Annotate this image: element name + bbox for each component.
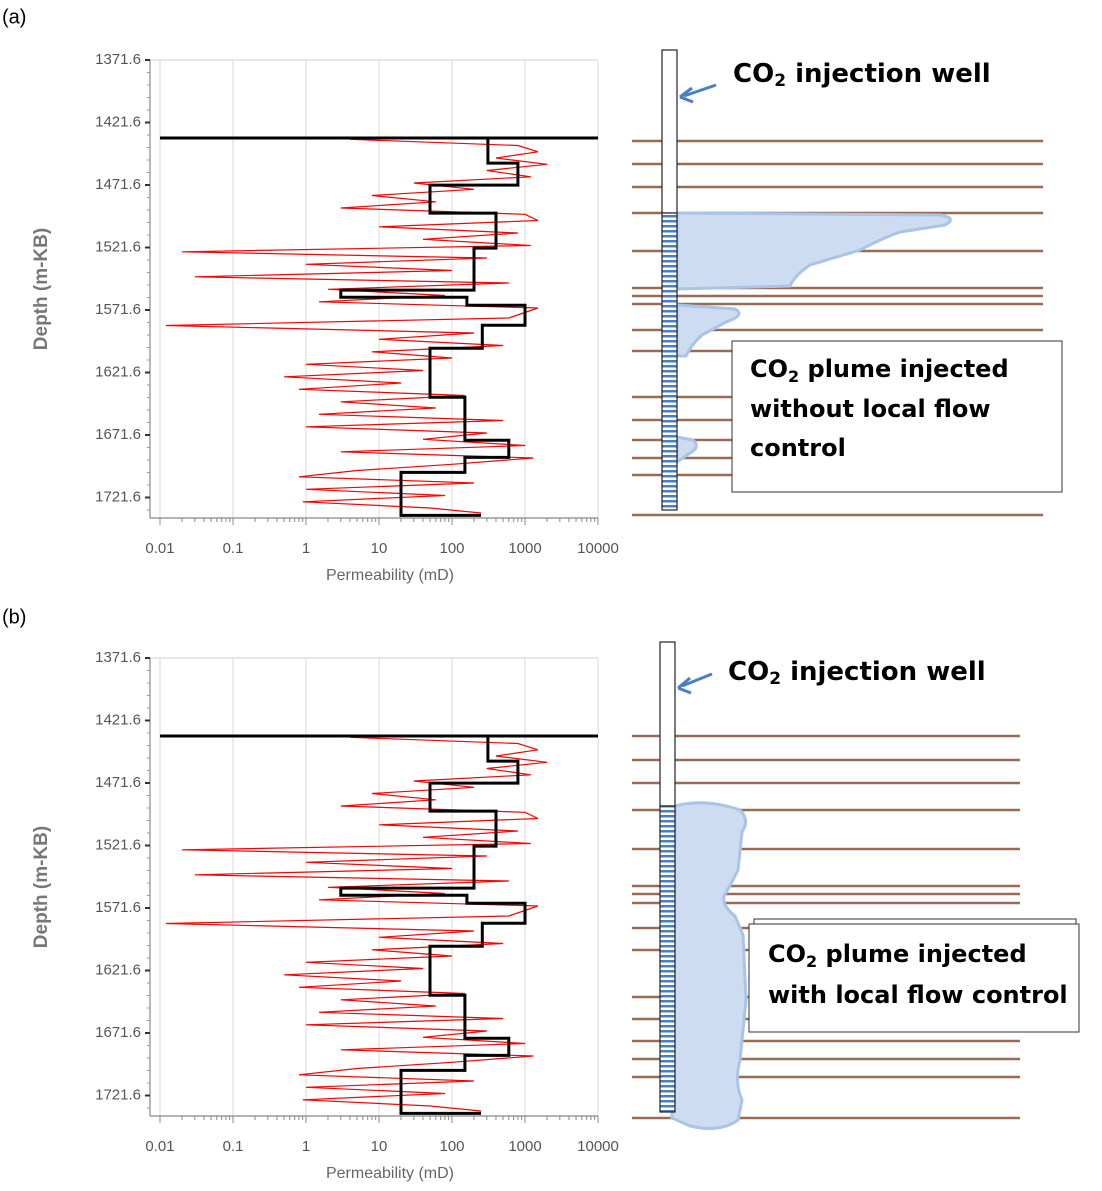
- arrow-head: [679, 86, 694, 104]
- x-tick-label: 10: [371, 540, 388, 557]
- x-axis-label: Permeability (mD): [326, 1165, 454, 1182]
- x-tick-label: 10000: [577, 540, 619, 557]
- x-tick-label: 100: [439, 1138, 464, 1155]
- x-tick-label: 0.1: [223, 1138, 244, 1155]
- plume: [675, 211, 952, 291]
- plume-label: with local flow control: [768, 981, 1068, 1009]
- plume: [675, 435, 698, 465]
- y-tick-label: 1521.6: [95, 238, 141, 255]
- x-axis-label: Permeability (mD): [326, 567, 454, 584]
- well: [661, 49, 678, 214]
- y-tick-label: 1571.6: [95, 899, 141, 916]
- x-tick-label: 10000: [577, 1138, 619, 1155]
- y-tick-label: 1621.6: [95, 363, 141, 380]
- well: [659, 641, 676, 807]
- x-tick-label: 1: [302, 540, 310, 557]
- well-perforated: [659, 805, 676, 1113]
- plume: [670, 801, 748, 1130]
- y-axis-label: Depth (m-KB): [31, 826, 52, 948]
- y-tick-label: 1671.6: [95, 426, 141, 443]
- y-tick-label: 1471.6: [95, 176, 141, 193]
- x-tick-label: 1000: [508, 1138, 541, 1155]
- x-tick-label: 0.01: [145, 540, 174, 557]
- x-tick-label: 10: [371, 1138, 388, 1155]
- x-tick-label: 1000: [508, 540, 541, 557]
- diagram-a: CO2 injection well CO2 plume injected wi…: [632, 49, 1063, 517]
- diagram-b: CO2 injection well CO2 plume injected wi…: [632, 641, 1080, 1130]
- x-tick-label: 100: [439, 540, 464, 557]
- y-axis-label: Depth (m-KB): [31, 228, 52, 350]
- x-tick-label: 1: [302, 1138, 310, 1155]
- plume-label: CO2 plume injected: [750, 355, 1009, 386]
- y-tick-label: 1421.6: [95, 711, 141, 728]
- plume: [675, 303, 741, 358]
- well-label: CO2 injection well: [728, 657, 986, 690]
- chart: 0.01 0.1 1 10 100 1000 10000 1371.6 1421.6 1471.6…: [31, 649, 619, 1182]
- x-tick-label: 0.1: [223, 540, 244, 557]
- chart: 0.01 0.1 1 10 100 1000 10000 1371.6 1421.6 1471.6…: [31, 51, 619, 584]
- y-tick-label: 1521.6: [95, 836, 141, 853]
- well-label: CO2 injection well: [733, 59, 991, 92]
- y-tick-label: 1621.6: [95, 961, 141, 978]
- plume-label: without local flow: [750, 395, 991, 423]
- plume-label: CO2 plume injected: [768, 940, 1027, 971]
- label-box: [731, 340, 1063, 493]
- label-box: [748, 923, 1080, 1033]
- y-tick-label: 1371.6: [95, 51, 141, 68]
- series-line: [165, 138, 548, 514]
- arrow: [683, 83, 717, 98]
- y-tick-label: 1721.6: [95, 1086, 141, 1103]
- series-line: [165, 736, 548, 1112]
- y-tick-label: 1421.6: [95, 113, 141, 130]
- y-tick-label: 1571.6: [95, 301, 141, 318]
- panel-label: (b): [2, 606, 26, 628]
- y-tick-label: 1671.6: [95, 1024, 141, 1041]
- y-tick-label: 1471.6: [95, 774, 141, 791]
- arrow: [681, 672, 713, 688]
- x-tick-label: 0.01: [145, 1138, 174, 1155]
- well-perforated: [661, 212, 678, 511]
- panel-label: (a): [2, 6, 26, 28]
- y-tick-label: 1721.6: [95, 488, 141, 505]
- plume-label: control: [750, 434, 846, 462]
- series-line: [339, 138, 527, 517]
- arrow-head: [677, 676, 692, 695]
- y-tick-label: 1371.6: [95, 649, 141, 666]
- series-line: [339, 736, 527, 1115]
